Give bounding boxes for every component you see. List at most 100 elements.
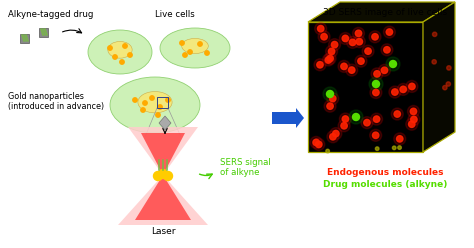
Circle shape bbox=[374, 116, 380, 122]
Circle shape bbox=[364, 120, 370, 126]
Circle shape bbox=[432, 60, 437, 64]
Text: Laser: Laser bbox=[151, 227, 175, 236]
Circle shape bbox=[205, 51, 209, 55]
Polygon shape bbox=[272, 108, 304, 128]
Circle shape bbox=[314, 59, 326, 71]
Circle shape bbox=[375, 147, 379, 151]
Circle shape bbox=[198, 42, 202, 46]
Circle shape bbox=[409, 121, 415, 127]
Circle shape bbox=[443, 85, 447, 90]
Polygon shape bbox=[135, 175, 191, 220]
Circle shape bbox=[310, 136, 322, 148]
Circle shape bbox=[374, 71, 380, 77]
Polygon shape bbox=[141, 133, 185, 175]
Circle shape bbox=[150, 96, 154, 100]
Polygon shape bbox=[159, 116, 171, 130]
Circle shape bbox=[361, 117, 373, 129]
Text: SERS signal
of alkyne: SERS signal of alkyne bbox=[220, 158, 271, 177]
Circle shape bbox=[133, 98, 137, 102]
Circle shape bbox=[333, 130, 339, 137]
Circle shape bbox=[406, 80, 418, 93]
Circle shape bbox=[386, 57, 400, 71]
Circle shape bbox=[391, 108, 403, 120]
Circle shape bbox=[370, 129, 382, 141]
Text: Gold nanoparticles
(introduced in advance): Gold nanoparticles (introduced in advanc… bbox=[8, 92, 104, 111]
Circle shape bbox=[362, 45, 374, 57]
Circle shape bbox=[447, 66, 451, 70]
Circle shape bbox=[409, 83, 415, 90]
Text: Alkyne-tagged drug: Alkyne-tagged drug bbox=[8, 10, 93, 19]
Circle shape bbox=[400, 86, 406, 93]
Circle shape bbox=[120, 60, 124, 64]
Circle shape bbox=[355, 55, 367, 67]
Circle shape bbox=[373, 132, 379, 138]
Circle shape bbox=[446, 82, 450, 86]
Circle shape bbox=[318, 31, 330, 43]
Circle shape bbox=[392, 146, 396, 150]
Circle shape bbox=[313, 138, 325, 151]
Bar bbox=[20, 33, 29, 42]
Circle shape bbox=[324, 100, 336, 112]
Circle shape bbox=[317, 62, 323, 68]
Polygon shape bbox=[128, 127, 198, 175]
Circle shape bbox=[397, 83, 409, 95]
Circle shape bbox=[410, 108, 417, 115]
Circle shape bbox=[383, 26, 395, 38]
Circle shape bbox=[158, 169, 167, 179]
Circle shape bbox=[371, 68, 383, 80]
Ellipse shape bbox=[108, 41, 132, 58]
Circle shape bbox=[338, 120, 350, 132]
Circle shape bbox=[321, 33, 327, 40]
Circle shape bbox=[356, 38, 363, 45]
Circle shape bbox=[370, 87, 382, 98]
Circle shape bbox=[316, 141, 322, 148]
Circle shape bbox=[373, 81, 380, 88]
Circle shape bbox=[398, 146, 401, 149]
Circle shape bbox=[326, 45, 337, 58]
Circle shape bbox=[327, 55, 333, 62]
Circle shape bbox=[328, 48, 335, 55]
Circle shape bbox=[327, 131, 339, 143]
Circle shape bbox=[128, 53, 132, 57]
Circle shape bbox=[322, 54, 334, 66]
Circle shape bbox=[353, 36, 365, 48]
Circle shape bbox=[346, 64, 358, 76]
Circle shape bbox=[378, 64, 391, 76]
Circle shape bbox=[432, 32, 437, 36]
Circle shape bbox=[339, 32, 351, 44]
Circle shape bbox=[390, 61, 396, 67]
Text: Live cells: Live cells bbox=[155, 10, 195, 19]
Circle shape bbox=[325, 57, 332, 63]
Circle shape bbox=[188, 50, 192, 54]
Bar bbox=[39, 28, 48, 36]
Bar bbox=[157, 97, 168, 108]
Circle shape bbox=[342, 116, 348, 122]
Circle shape bbox=[342, 35, 348, 42]
Ellipse shape bbox=[160, 28, 230, 68]
Circle shape bbox=[141, 108, 145, 112]
Polygon shape bbox=[308, 22, 423, 152]
Text: 3D SERS image of live cells: 3D SERS image of live cells bbox=[323, 8, 447, 17]
Circle shape bbox=[356, 30, 362, 36]
Ellipse shape bbox=[138, 92, 172, 113]
Circle shape bbox=[384, 47, 390, 53]
Circle shape bbox=[369, 77, 383, 91]
Circle shape bbox=[397, 136, 403, 142]
Ellipse shape bbox=[88, 30, 152, 74]
Circle shape bbox=[108, 46, 112, 50]
Circle shape bbox=[327, 91, 334, 97]
Circle shape bbox=[394, 133, 406, 145]
Circle shape bbox=[328, 39, 340, 51]
Circle shape bbox=[338, 61, 350, 72]
Circle shape bbox=[406, 118, 418, 130]
Circle shape bbox=[346, 36, 358, 48]
Circle shape bbox=[330, 134, 336, 140]
Polygon shape bbox=[308, 2, 455, 22]
Polygon shape bbox=[423, 2, 455, 152]
Circle shape bbox=[330, 127, 342, 140]
Circle shape bbox=[324, 53, 336, 64]
Circle shape bbox=[341, 63, 347, 70]
Circle shape bbox=[353, 114, 359, 121]
Circle shape bbox=[327, 93, 339, 105]
Circle shape bbox=[156, 113, 160, 117]
